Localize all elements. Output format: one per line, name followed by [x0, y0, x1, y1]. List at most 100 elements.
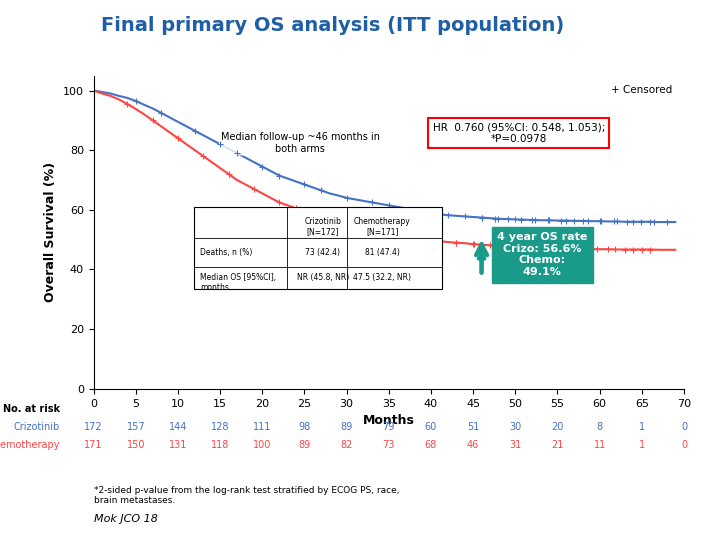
Text: 20: 20	[552, 422, 564, 431]
Point	[315, 186, 327, 195]
Point	[521, 243, 533, 252]
Text: 82: 82	[341, 440, 353, 450]
Point	[197, 152, 209, 160]
Text: 79: 79	[382, 422, 395, 431]
Text: Final primary OS analysis (ITT population): Final primary OS analysis (ITT populatio…	[101, 16, 564, 35]
Text: 4 year OS rate
Crizo: 56.6%
Chemo:
49.1%: 4 year OS rate Crizo: 56.6% Chemo: 49.1%	[497, 232, 588, 277]
Point	[122, 99, 133, 108]
Point	[476, 213, 487, 222]
Point	[486, 241, 498, 250]
FancyBboxPatch shape	[194, 207, 442, 288]
Point	[383, 201, 395, 210]
Text: 89: 89	[341, 422, 353, 431]
Point	[468, 240, 480, 248]
Text: Median follow-up ~46 months in
both arms: Median follow-up ~46 months in both arms	[221, 132, 379, 153]
Text: 128: 128	[211, 422, 230, 431]
Point	[518, 243, 529, 252]
Point	[608, 217, 620, 226]
Point	[459, 212, 470, 221]
Point	[451, 238, 462, 247]
Text: 60: 60	[425, 422, 437, 431]
Text: 0: 0	[681, 422, 687, 431]
Text: 81 (47.4): 81 (47.4)	[365, 248, 400, 257]
Point	[644, 245, 656, 254]
Point	[619, 245, 631, 254]
Point	[609, 245, 621, 254]
Point	[662, 218, 673, 226]
Point	[528, 216, 540, 225]
Point	[307, 210, 319, 219]
Text: Crizotinib
[N=172]: Crizotinib [N=172]	[305, 217, 341, 236]
Point	[560, 216, 572, 225]
Point	[636, 245, 647, 254]
Text: 144: 144	[168, 422, 187, 431]
Point	[569, 245, 580, 253]
Point	[595, 217, 607, 226]
Point	[248, 185, 260, 193]
Text: 1: 1	[639, 440, 645, 450]
Text: 68: 68	[425, 440, 437, 450]
Point	[644, 218, 656, 226]
X-axis label: Months: Months	[363, 414, 415, 427]
Text: 172: 172	[84, 422, 103, 431]
Text: 31: 31	[509, 440, 521, 450]
Point	[485, 241, 496, 249]
Text: 51: 51	[467, 422, 480, 431]
Point	[544, 216, 555, 225]
Text: *2-sided p-value from the log-rank test stratified by ECOG PS, race,
brain metas: *2-sided p-value from the log-rank test …	[94, 486, 399, 505]
Point	[374, 230, 386, 238]
Text: 171: 171	[84, 440, 103, 450]
Point	[274, 171, 285, 180]
Text: HR  0.760 (95%CI: 0.548, 1.053);
*P=0.0978: HR 0.760 (95%CI: 0.548, 1.053); *P=0.097…	[433, 123, 605, 144]
Point	[582, 217, 593, 225]
Text: Chemotherapy: Chemotherapy	[0, 440, 60, 450]
Text: NR (45.8, NR): NR (45.8, NR)	[297, 273, 349, 282]
Point	[621, 218, 633, 226]
Text: 46: 46	[467, 440, 480, 450]
Text: 8: 8	[597, 422, 603, 431]
Text: Crizotinib: Crizotinib	[14, 422, 60, 431]
Point	[290, 204, 302, 213]
Point	[577, 217, 588, 225]
Text: 150: 150	[127, 440, 145, 450]
Point	[156, 109, 167, 117]
Point	[552, 244, 563, 253]
Point	[510, 215, 521, 224]
Point	[231, 149, 243, 158]
Point	[426, 208, 437, 217]
Point	[189, 126, 201, 135]
Point	[130, 97, 142, 105]
Point	[648, 218, 660, 226]
Point	[467, 240, 479, 248]
Point	[442, 211, 454, 220]
Text: 11: 11	[593, 440, 606, 450]
Text: 0: 0	[681, 440, 687, 450]
Point	[526, 215, 538, 224]
Point	[476, 213, 487, 222]
Point	[501, 242, 513, 251]
Point	[172, 134, 184, 143]
Point	[492, 214, 504, 223]
Point	[147, 116, 158, 125]
Text: 98: 98	[298, 422, 310, 431]
Text: 73 (42.4): 73 (42.4)	[305, 248, 341, 257]
Text: Mok JCO 18: Mok JCO 18	[94, 514, 158, 524]
Text: No. at risk: No. at risk	[3, 403, 60, 414]
Point	[569, 217, 580, 225]
Point	[592, 245, 603, 253]
Point	[539, 244, 550, 253]
Point	[594, 217, 606, 226]
Point	[256, 162, 268, 171]
Point	[299, 180, 310, 189]
Point	[408, 206, 420, 214]
Point	[222, 170, 234, 178]
Point	[433, 237, 445, 246]
Point	[215, 140, 226, 149]
Point	[628, 218, 639, 226]
Point	[349, 224, 361, 233]
Text: 157: 157	[127, 422, 145, 431]
Point	[611, 217, 622, 226]
Point	[366, 198, 378, 207]
Point	[542, 216, 554, 225]
Text: 118: 118	[211, 440, 229, 450]
